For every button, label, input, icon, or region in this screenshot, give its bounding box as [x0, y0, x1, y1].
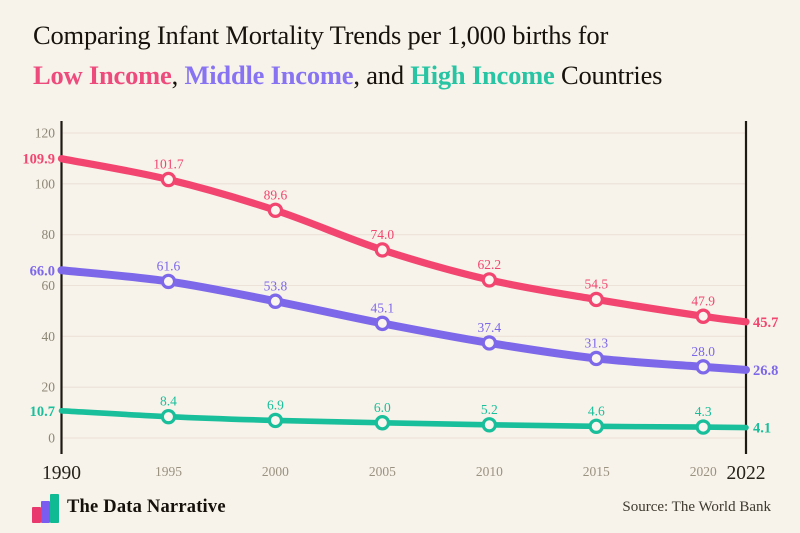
- value-label-middle-income: 31.3: [584, 335, 608, 350]
- logo-bar-purple: [41, 501, 50, 523]
- value-label-middle-income: 53.8: [264, 278, 288, 293]
- y-tick-label: 100: [35, 176, 56, 191]
- y-tick-label: 0: [48, 431, 55, 446]
- title-legend-word: Low Income: [33, 60, 172, 90]
- value-label-high-income: 5.2: [481, 402, 498, 417]
- data-point-marker-high-income: [695, 419, 711, 435]
- x-tick-label: 2020: [690, 464, 717, 479]
- data-point-marker-low-income: [695, 308, 711, 324]
- x-tick-label: 2015: [583, 464, 610, 479]
- data-point-marker-middle-income: [160, 273, 177, 290]
- end-value-label-middle-income: 26.8: [753, 363, 778, 379]
- source-credit: Source: The World Bank: [622, 499, 771, 515]
- x-tick-label: 2005: [369, 464, 396, 479]
- value-label-high-income: 6.0: [374, 400, 391, 415]
- value-label-low-income: 89.6: [264, 187, 288, 202]
- x-tick-label-major: 1990: [42, 463, 81, 484]
- data-point-marker-middle-income: [481, 335, 498, 351]
- value-label-low-income: 54.5: [584, 276, 608, 291]
- logo-bar-pink: [32, 507, 41, 523]
- data-point-marker-high-income: [588, 418, 604, 435]
- value-label-middle-income: 37.4: [478, 320, 502, 335]
- x-tick-label: 1995: [155, 464, 182, 479]
- data-point-marker-middle-income: [588, 350, 604, 367]
- data-point-marker-low-income: [160, 171, 177, 188]
- value-label-low-income: 101.7: [153, 157, 184, 172]
- y-tick-label: 60: [42, 278, 56, 293]
- data-point-marker-high-income: [374, 415, 391, 431]
- data-point-marker-low-income: [481, 272, 498, 288]
- value-label-high-income: 8.4: [160, 394, 177, 409]
- x-tick-label: 2010: [476, 464, 503, 479]
- brand-logo-icon: [32, 494, 60, 523]
- y-tick-label: 120: [35, 126, 56, 141]
- logo-bar-teal: [50, 494, 59, 523]
- title-legend-word: High Income: [410, 60, 555, 90]
- y-tick-label: 80: [42, 227, 56, 242]
- data-point-marker-middle-income: [267, 293, 284, 309]
- chart-title-line2: Low Income, Middle Income, and High Inco…: [33, 55, 773, 95]
- start-value-label-middle-income: 66.0: [30, 263, 55, 279]
- value-label-high-income: 6.9: [267, 397, 284, 412]
- title-legend-word: Middle Income: [184, 60, 354, 90]
- end-value-label-low-income: 45.7: [753, 315, 778, 331]
- title-text: ,: [171, 60, 185, 90]
- title-text: , and: [353, 60, 411, 90]
- start-value-label-high-income: 10.7: [30, 404, 55, 420]
- value-label-low-income: 62.2: [478, 257, 502, 272]
- value-label-middle-income: 45.1: [371, 300, 395, 315]
- data-point-marker-high-income: [267, 412, 284, 429]
- value-label-middle-income: 28.0: [691, 344, 715, 359]
- data-point-marker-low-income: [374, 242, 391, 258]
- value-label-high-income: 4.6: [588, 403, 605, 418]
- data-point-marker-low-income: [267, 202, 284, 218]
- data-point-marker-middle-income: [374, 315, 391, 332]
- title-text: Countries: [554, 60, 663, 90]
- end-value-label-high-income: 4.1: [753, 421, 771, 437]
- y-tick-label: 40: [42, 329, 56, 344]
- chart-title: Comparing Infant Mortality Trends per 1,…: [33, 15, 773, 95]
- data-point-marker-high-income: [160, 408, 177, 425]
- data-point-marker-middle-income: [695, 359, 711, 375]
- data-point-marker-high-income: [481, 417, 498, 433]
- brand-name: The Data Narrative: [67, 497, 226, 517]
- x-tick-label-major: 2022: [727, 463, 766, 484]
- value-label-high-income: 4.3: [695, 404, 712, 419]
- value-label-low-income: 74.0: [371, 227, 395, 242]
- x-tick-label: 2000: [262, 464, 289, 479]
- start-value-label-low-income: 109.9: [22, 152, 55, 168]
- data-point-marker-low-income: [588, 291, 604, 308]
- value-label-middle-income: 61.6: [157, 258, 181, 273]
- chart-title-line1: Comparing Infant Mortality Trends per 1,…: [33, 20, 609, 50]
- value-label-low-income: 47.9: [691, 293, 715, 308]
- y-tick-label: 20: [42, 380, 56, 395]
